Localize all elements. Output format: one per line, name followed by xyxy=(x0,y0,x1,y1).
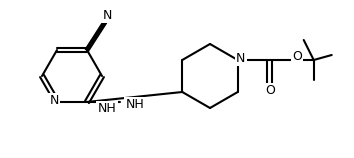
Text: NH: NH xyxy=(125,98,144,112)
Text: NH: NH xyxy=(98,103,116,115)
Text: O: O xyxy=(265,85,275,97)
Text: N: N xyxy=(102,9,112,21)
Text: N: N xyxy=(236,52,245,64)
Text: N: N xyxy=(49,94,59,107)
Text: O: O xyxy=(292,51,302,64)
